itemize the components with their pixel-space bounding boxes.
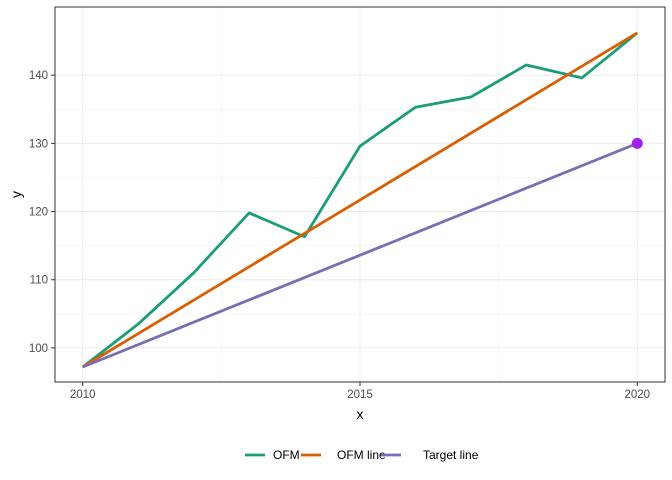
legend-label-0: OFM [273, 448, 300, 462]
y-tick-label: 120 [29, 207, 48, 219]
x-axis-title: x [357, 406, 364, 422]
y-tick-label: 130 [29, 138, 48, 150]
series-line-2 [82, 142, 638, 369]
series-layer [81, 31, 639, 369]
x-tick-label: 2015 [347, 389, 373, 401]
target-point-0 [631, 137, 643, 149]
series-line-1 [82, 31, 638, 369]
legend-label-1: OFM line [337, 448, 386, 462]
y-axis-title: y [8, 191, 24, 198]
y-axis-ticks: 100 110 120 130 140 [29, 70, 55, 355]
y-tick-label: 110 [30, 275, 48, 287]
major-grid [55, 7, 665, 382]
legend-label-2: Target line [423, 448, 479, 462]
series-line-0 [81, 31, 639, 369]
x-tick-label: 2020 [624, 389, 650, 401]
y-tick-label: 140 [29, 70, 48, 82]
x-tick-label: 2010 [70, 389, 96, 401]
y-tick-label: 100 [29, 343, 48, 355]
legend: OFM OFM line Target line [245, 448, 479, 462]
points-layer [631, 137, 643, 149]
x-axis-ticks: 2010 2015 2020 [70, 382, 650, 401]
